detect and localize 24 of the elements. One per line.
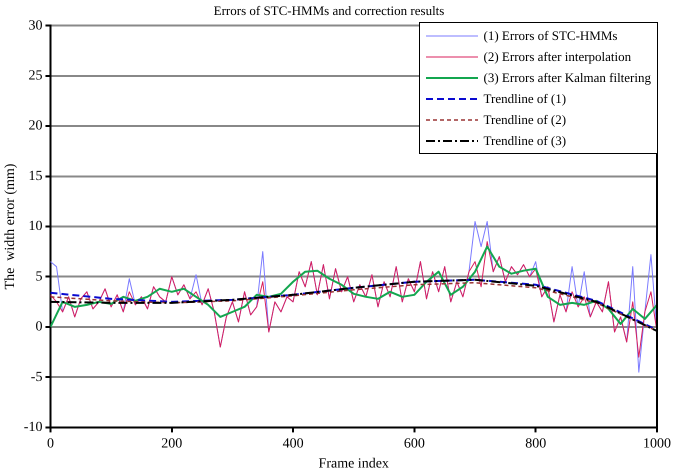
x-tick-label: 1000 [643, 436, 671, 452]
y-tick-label: -10 [24, 420, 42, 436]
y-tick-label: -5 [30, 370, 42, 385]
legend-label: Trendline of (3) [484, 132, 566, 150]
y-tick-label: 10 [28, 219, 42, 234]
x-tick-label: 800 [525, 436, 546, 452]
x-tick-label: 200 [161, 436, 182, 452]
y-tick-label: 15 [28, 168, 42, 184]
x-tick-label: 400 [282, 436, 304, 452]
y-tick-label: 5 [35, 269, 42, 284]
legend-label: Trendline of (2) [484, 111, 566, 129]
legend-label: Trendline of (1) [484, 90, 566, 108]
y-tick-label: 25 [28, 68, 42, 84]
legend-label: (2) Errors after interpolation [484, 48, 632, 66]
chart-title: Errors of STC-HMMs and correction results [214, 3, 444, 18]
y-tick-label: 30 [28, 18, 42, 34]
legend-label: (1) Errors of STC-HMMs [484, 27, 618, 45]
y-axis-title: The width error (mm) [3, 163, 18, 290]
x-tick-label: 0 [46, 436, 54, 452]
legend-label: (3) Errors after Kalman filtering [484, 69, 651, 87]
y-tick-label: 0 [35, 320, 42, 335]
x-axis-title: Frame index [318, 456, 389, 472]
x-tick-label: 600 [404, 436, 425, 452]
y-tick-label: 20 [28, 118, 42, 134]
